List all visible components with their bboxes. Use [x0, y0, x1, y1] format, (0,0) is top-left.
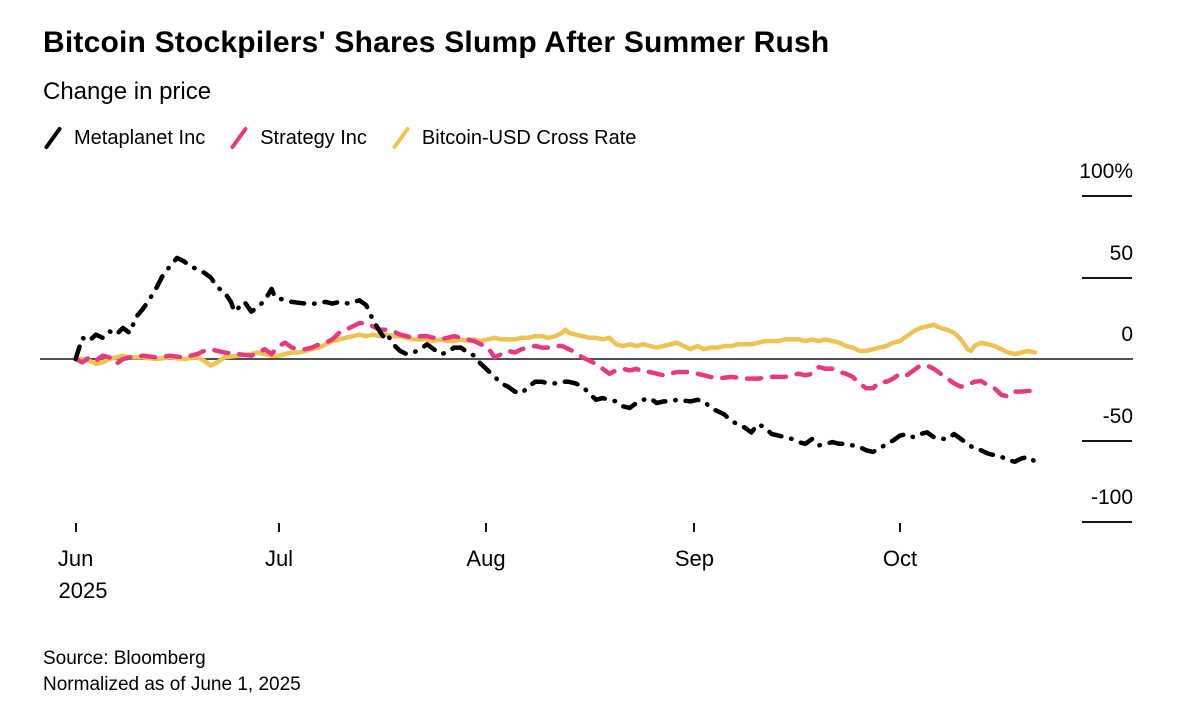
legend-item-bitcoin: Bitcoin-USD Cross Rate [391, 126, 637, 150]
legend-item-strategy: Strategy Inc [229, 126, 367, 150]
y-label-neg50: -50 [1102, 405, 1133, 428]
normalization-note: Normalized as of June 1, 2025 [43, 674, 301, 695]
strategy-slash-icon [230, 127, 248, 149]
legend: Metaplanet Inc Strategy Inc Bitcoin-USD … [43, 126, 636, 150]
zero-axis-line [40, 358, 1133, 360]
y-tick-100 [1082, 195, 1132, 197]
source-note: Source: Bloomberg [43, 648, 206, 669]
x-tick-sep [693, 523, 696, 532]
legend-label-metaplanet: Metaplanet Inc [74, 126, 206, 149]
x-tick-jul [278, 523, 280, 532]
x-tick-aug [485, 523, 487, 532]
x-label-oct: Oct [882, 546, 918, 571]
bitcoin-slash-icon [392, 127, 410, 149]
x-label-jul: Jul [264, 546, 294, 571]
y-label-100: 100% [1079, 160, 1133, 183]
legend-label-bitcoin: Bitcoin-USD Cross Rate [421, 126, 637, 149]
page-title: Bitcoin Stockpilers' Shares Slump After … [43, 26, 830, 59]
metaplanet-slash-icon [44, 127, 62, 149]
legend-item-metaplanet: Metaplanet Inc [43, 126, 205, 150]
y-label-neg100: -100 [1090, 486, 1133, 509]
y-tick-50 [1082, 277, 1132, 279]
x-label-sep: Sep [674, 546, 714, 571]
x-label-year: 2025 [58, 578, 108, 603]
legend-label-strategy: Strategy Inc [260, 126, 367, 149]
y-tick-neg50 [1082, 440, 1132, 442]
y-tick-neg100 [1082, 521, 1132, 523]
x-tick-jun [74, 523, 77, 532]
x-tick-oct [899, 523, 901, 532]
x-label-aug: Aug [466, 546, 506, 571]
chart-subtitle: Change in price [43, 78, 212, 105]
y-label-50: 50 [1109, 242, 1133, 265]
y-label-0: 0 [1121, 323, 1133, 346]
x-label-jun: Jun [57, 546, 94, 571]
